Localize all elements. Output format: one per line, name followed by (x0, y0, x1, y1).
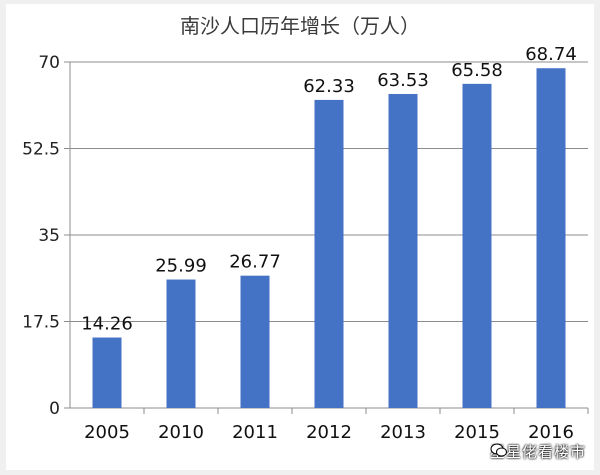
y-tick-label: 52.5 (22, 140, 60, 160)
y-tick-label: 0 (49, 399, 60, 419)
x-tick-label: 2012 (306, 422, 352, 443)
bar (536, 68, 566, 408)
wechat-icon (490, 443, 507, 457)
data-label: 63.53 (377, 70, 429, 91)
watermark-text: 星星佬看楼市 (489, 443, 586, 461)
bar-chart: 0 17.5 35 52.5 70 14.26 2005 25.99 2010 26.77 2011… (22, 44, 589, 443)
data-label: 62.33 (303, 76, 355, 97)
y-tick-label: 35 (38, 226, 60, 246)
data-label: 25.99 (155, 256, 207, 277)
chart-frame: 南沙人口历年增长（万人） 0 17.5 35 52.5 70 14.26 2005 25.99… (6, 4, 594, 470)
bar (92, 337, 122, 408)
data-label: 68.74 (525, 44, 577, 65)
x-tick-label: 2005 (84, 422, 130, 443)
y-tick-label: 17.5 (22, 313, 60, 333)
bar (166, 279, 196, 408)
watermark: 星星佬看楼市 (490, 441, 586, 462)
data-label: 14.26 (81, 314, 133, 335)
x-tick-label: 2013 (380, 422, 426, 443)
data-label: 65.58 (451, 60, 503, 81)
bar (240, 275, 270, 408)
bar (314, 99, 344, 408)
x-tick-label: 2015 (454, 422, 500, 443)
x-tick-label: 2016 (528, 422, 574, 443)
x-tick-label: 2011 (232, 422, 278, 443)
bar (462, 83, 492, 409)
data-label: 26.77 (229, 252, 281, 273)
bar (388, 93, 418, 408)
x-tick-label: 2010 (158, 422, 204, 443)
y-tick-label: 70 (38, 53, 60, 73)
chart-title: 南沙人口历年增长（万人） (180, 14, 420, 38)
